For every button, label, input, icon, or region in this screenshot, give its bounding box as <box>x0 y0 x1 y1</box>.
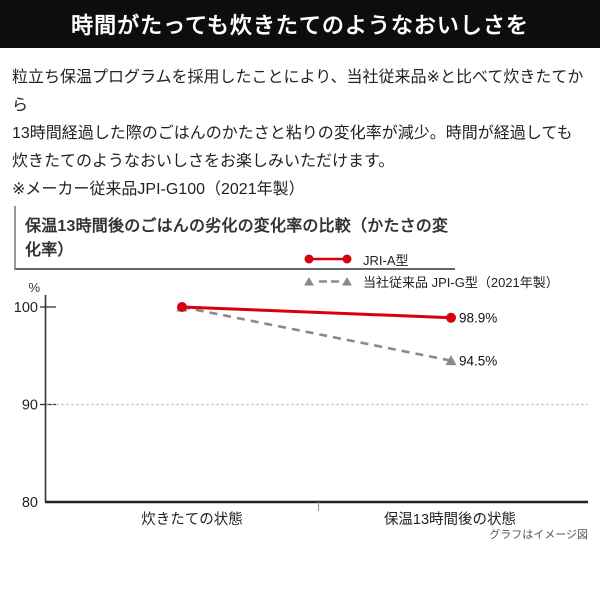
intro-line-2: 13時間経過した際のごはんのかたさと粘りの変化率が減少。時間が経過しても <box>12 125 573 142</box>
y-tick-label: 100 <box>14 300 38 316</box>
chart-title: 保温13時間後のごはんの劣化の変化率の比較（かたさの変化率） <box>14 206 455 270</box>
x-category-label: 保温13時間後の状態 <box>384 511 516 528</box>
intro-line-1: 粒立ち保温プログラムを採用したことにより、当社従来品※と比べて炊きたてから <box>12 69 584 114</box>
legend-label-jpi-g: 当社従来品 JPI-G型（2021年製） <box>363 274 559 290</box>
page-title: 時間がたっても炊きたてのようなおいしさを <box>71 13 529 38</box>
legend-line-dot-icon <box>304 254 352 264</box>
footnote: ※メーカー従来品JPI-G100（2021年製） <box>12 181 305 198</box>
x-category-label: 炊きたての状態 <box>141 511 243 528</box>
data-point-circle <box>177 302 187 312</box>
legend-item-jpi-g: 当社従来品 JPI-G型（2021年製） <box>303 270 559 292</box>
series-line-dashed <box>181 305 452 362</box>
chart-note: グラフはイメージ図 <box>489 527 588 541</box>
header-banner: 時間がたっても炊きたてのようなおいしさを <box>0 0 600 48</box>
data-point-circle <box>446 312 456 323</box>
legend-dashed-triangle-icon <box>304 277 352 286</box>
series-end-value-label: 94.5% <box>459 353 497 368</box>
legend-item-jri-a: JRI-A型 <box>303 248 559 270</box>
y-tick-label: 80 <box>22 495 38 511</box>
y-tick-label: 90 <box>22 398 38 414</box>
legend-label-jri-a: JRI-A型 <box>363 252 409 268</box>
series-end-value-label: 98.9% <box>459 311 497 326</box>
series-line-solid <box>181 305 452 320</box>
y-axis-unit-label: % <box>28 280 40 295</box>
intro-text: 粒立ち保温プログラムを採用したことにより、当社従来品※と比べて炊きたてから 13… <box>12 64 594 204</box>
chart-legend: JRI-A型 当社従来品 JPI-G型（2021年製） <box>303 248 559 292</box>
intro-line-3: 炊きたてのようなおいしさをお楽しみいただけます。 <box>12 153 395 170</box>
data-point-triangle <box>445 355 457 366</box>
